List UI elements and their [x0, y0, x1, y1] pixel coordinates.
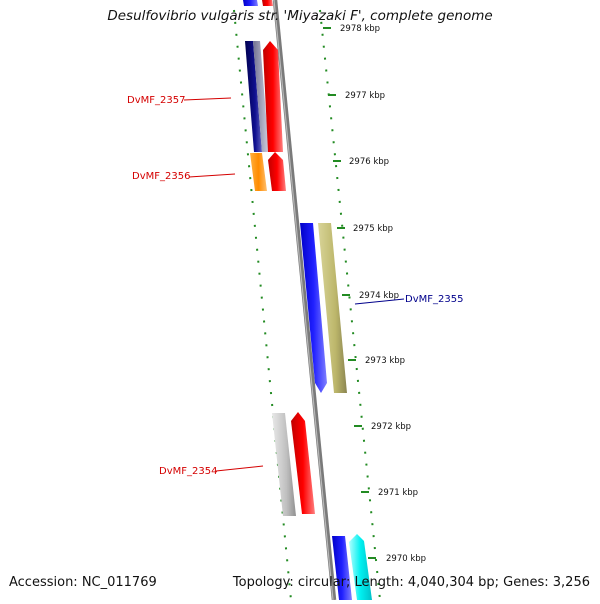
feature-red-top [262, 0, 273, 6]
tick-label: 2976 kbp [349, 157, 389, 167]
backbone-highlight [273, 0, 334, 601]
feature-cyan-bottom [349, 534, 372, 600]
leader-line-2355 [354, 298, 405, 305]
accession-text: Accession: NC_011769 [9, 575, 157, 590]
leader-line-2356 [188, 173, 236, 178]
gene-label-dvmf-2357[interactable]: DvMF_2357 [127, 95, 185, 106]
tick-label: 2974 kbp [359, 291, 399, 301]
gene-label-dvmf-2356[interactable]: DvMF_2356 [132, 171, 190, 182]
feature-orange-2356 [250, 153, 267, 191]
feature-blue-2355 [300, 223, 327, 393]
leader-line-2354 [215, 465, 264, 472]
tick-label: 2971 kbp [378, 488, 418, 498]
feature-khaki-2355 [318, 223, 347, 393]
feature-red-2354 [291, 412, 315, 514]
leader-line-2357 [183, 97, 232, 101]
tick-label: 2975 kbp [353, 224, 393, 234]
feature-red-2356 [268, 152, 286, 191]
backbone-track [272, 0, 337, 601]
feature-red-2357 [263, 41, 283, 152]
genome-summary-text: Topology: circular; Length: 4,040,304 bp… [232, 575, 590, 590]
tick-label: 2970 kbp [386, 554, 426, 564]
tick-label: 2978 kbp [340, 24, 380, 34]
tick-group: 2978 kbp 2977 kbp 2976 kbp 2975 kbp 2974… [323, 24, 426, 564]
feature-navy-2357 [245, 41, 262, 152]
feature-blue-bottom [332, 536, 352, 600]
tick-label: 2977 kbp [345, 91, 385, 101]
feature-slate-2357 [253, 41, 269, 152]
gene-label-dvmf-2354[interactable]: DvMF_2354 [159, 466, 217, 477]
feature-blue-top [243, 0, 258, 6]
map-title: Desulfovibrio vulgaris str. 'Miyazaki F'… [107, 8, 493, 24]
feature-gray-2354 [272, 413, 296, 516]
gene-label-dvmf-2355[interactable]: DvMF_2355 [405, 294, 463, 305]
tick-label: 2973 kbp [365, 356, 405, 366]
tick-label: 2972 kbp [371, 422, 411, 432]
